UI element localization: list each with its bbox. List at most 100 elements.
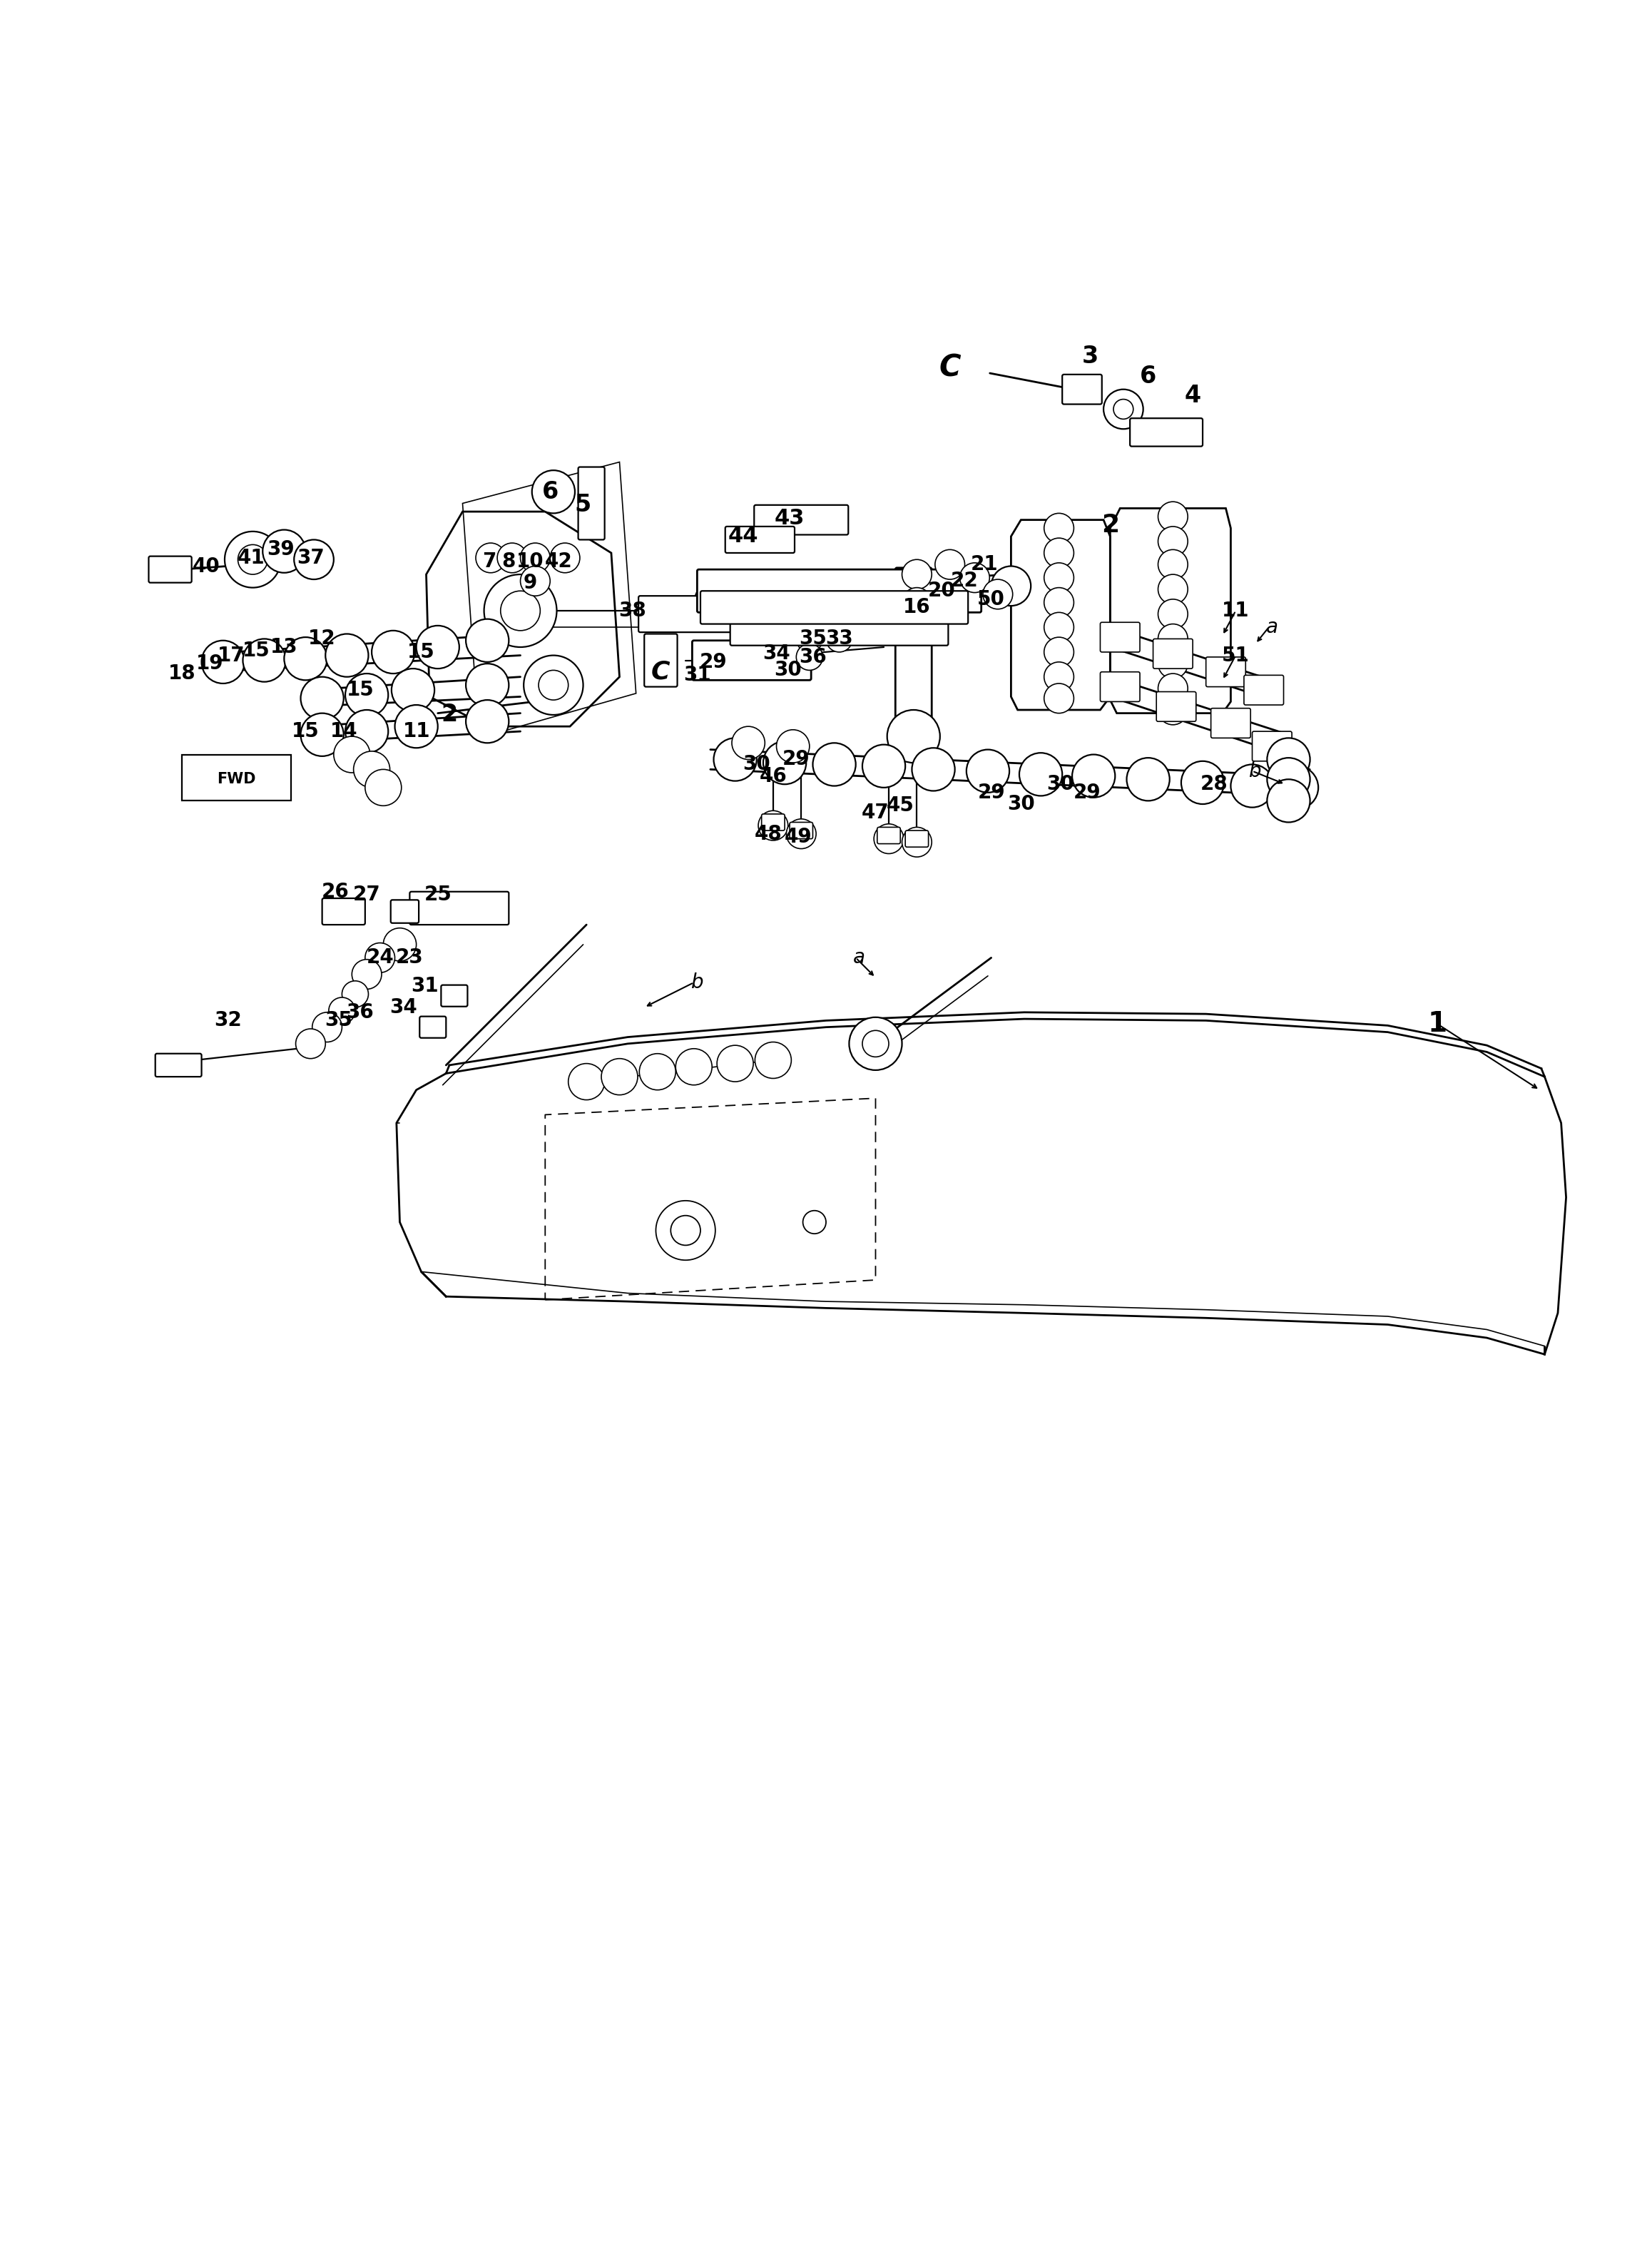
Text: 19: 19 [197,654,223,674]
Circle shape [803,1211,826,1233]
Circle shape [372,631,415,674]
Circle shape [912,748,955,791]
Circle shape [862,746,905,788]
Circle shape [354,750,390,788]
Text: 10: 10 [517,550,544,570]
Text: 1: 1 [1427,1011,1447,1038]
Text: 13: 13 [271,638,297,658]
Text: 14: 14 [330,721,357,741]
Circle shape [1044,638,1074,667]
Text: 39: 39 [268,539,294,559]
Text: 15: 15 [408,642,434,663]
Text: 29: 29 [1074,782,1100,802]
Circle shape [1044,539,1074,568]
Text: 50: 50 [978,588,1004,609]
Text: 8: 8 [502,550,515,570]
Circle shape [763,741,806,784]
Text: 51: 51 [1222,645,1249,665]
Circle shape [524,656,583,714]
Circle shape [312,1013,342,1042]
Circle shape [466,620,509,663]
Circle shape [1158,600,1188,629]
Circle shape [1044,613,1074,642]
Circle shape [902,827,932,858]
FancyBboxPatch shape [1211,707,1251,739]
Circle shape [352,959,382,988]
Circle shape [714,739,757,782]
Circle shape [1104,389,1143,429]
Text: 22: 22 [952,570,978,591]
Text: 36: 36 [347,1002,373,1022]
Circle shape [991,566,1031,606]
FancyBboxPatch shape [762,813,785,831]
FancyBboxPatch shape [578,467,605,539]
Text: 35: 35 [325,1011,352,1031]
Circle shape [225,532,281,588]
Text: 46: 46 [760,766,786,786]
Circle shape [301,676,344,719]
Circle shape [1267,779,1310,822]
FancyBboxPatch shape [1244,676,1284,705]
Text: 29: 29 [700,651,727,672]
Text: 6: 6 [1140,364,1156,389]
Text: 29: 29 [783,750,809,770]
Circle shape [539,669,568,701]
FancyBboxPatch shape [692,640,811,681]
Text: 2: 2 [441,703,458,728]
Text: 7: 7 [482,550,496,570]
FancyBboxPatch shape [441,986,468,1006]
Circle shape [1158,694,1188,725]
Circle shape [1267,739,1310,782]
FancyBboxPatch shape [1206,658,1246,687]
Text: 18: 18 [169,663,195,683]
Text: 15: 15 [243,640,269,660]
Circle shape [755,1042,791,1078]
Circle shape [520,544,550,573]
Circle shape [826,627,852,651]
Text: 24: 24 [367,948,393,968]
Circle shape [874,824,904,853]
Circle shape [416,627,459,669]
Text: 30: 30 [1047,775,1074,795]
Circle shape [1127,757,1170,802]
Circle shape [902,559,932,588]
Circle shape [329,997,355,1024]
Text: 9: 9 [524,573,537,593]
Circle shape [532,469,575,514]
Circle shape [238,546,268,575]
Circle shape [671,1215,700,1244]
Circle shape [1158,501,1188,532]
Circle shape [862,1031,889,1058]
Circle shape [301,714,344,757]
FancyBboxPatch shape [905,831,928,847]
FancyBboxPatch shape [700,591,968,624]
FancyBboxPatch shape [753,505,849,535]
Text: a: a [852,948,866,968]
Text: 41: 41 [238,548,264,568]
Text: 31: 31 [684,665,710,685]
Circle shape [1113,400,1133,420]
Circle shape [325,633,368,676]
FancyBboxPatch shape [182,755,291,802]
Circle shape [676,1049,712,1085]
Circle shape [960,564,990,593]
Circle shape [1158,649,1188,678]
Circle shape [342,982,368,1008]
FancyBboxPatch shape [1100,672,1140,701]
FancyBboxPatch shape [725,526,795,553]
Circle shape [284,638,327,681]
FancyBboxPatch shape [322,898,365,925]
Text: 27: 27 [354,885,380,905]
Circle shape [1044,514,1074,544]
Circle shape [1158,624,1188,654]
Text: 37: 37 [297,548,324,568]
Text: 30: 30 [775,660,801,681]
Circle shape [334,737,370,773]
Circle shape [476,544,506,573]
Circle shape [1267,757,1310,802]
Circle shape [1158,575,1188,604]
FancyBboxPatch shape [730,609,948,645]
Text: 35: 35 [800,629,826,649]
Circle shape [1019,752,1062,795]
Circle shape [935,550,965,579]
